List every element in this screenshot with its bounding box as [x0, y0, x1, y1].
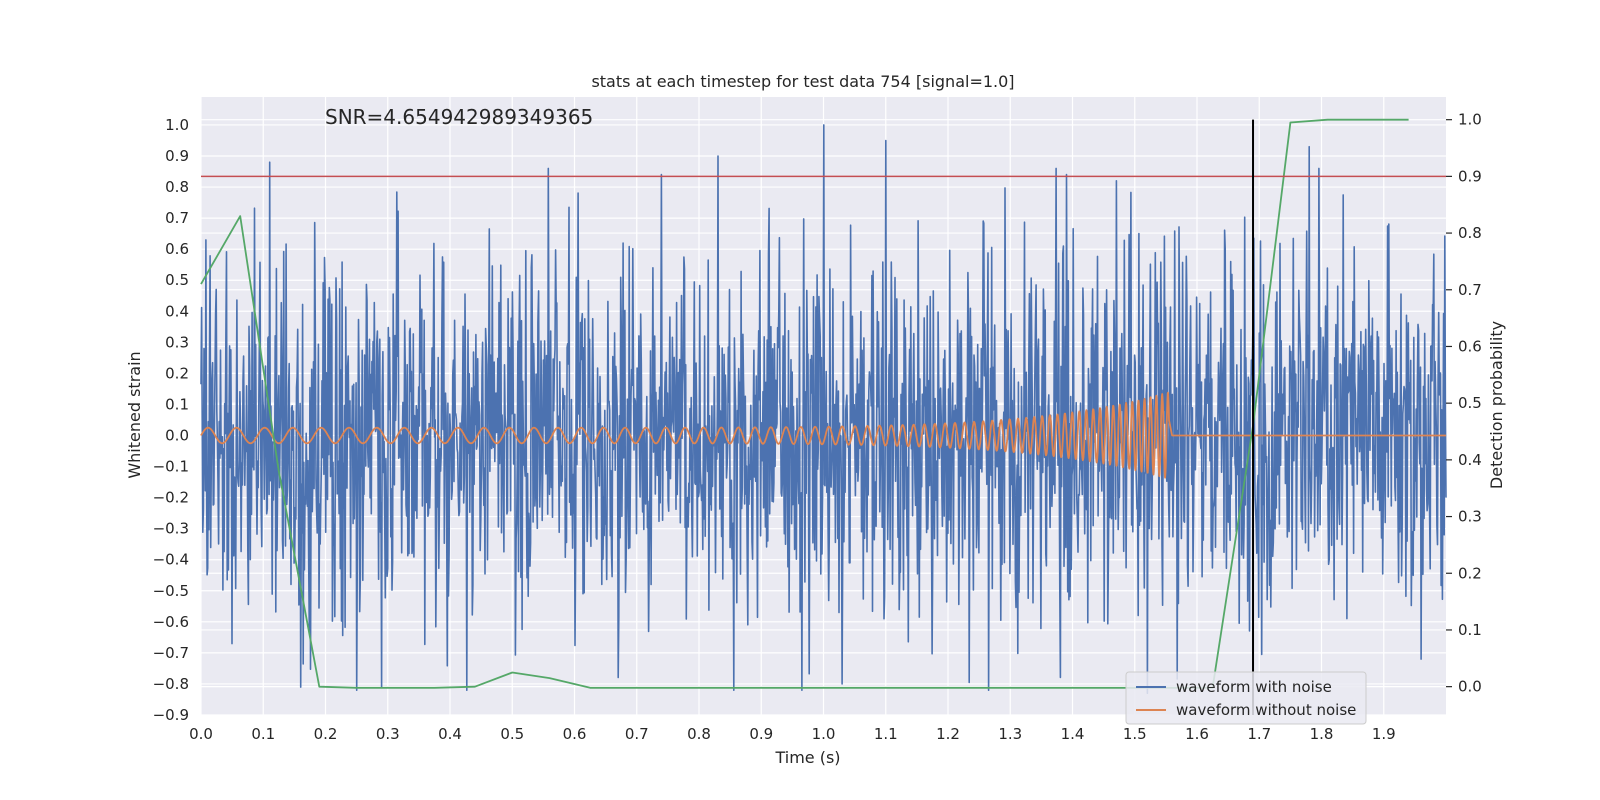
y-right-tick-label: 0.0 — [1458, 678, 1482, 696]
y-left-tick-label: −0.4 — [153, 551, 189, 569]
legend-label-noise: waveform with noise — [1176, 678, 1332, 696]
x-tick-label: 0.7 — [625, 725, 649, 743]
y-left-tick-label: 1.0 — [165, 116, 189, 134]
y-axis-right: 1.0 0.9 0.8 0.7 0.6 0.5 0.4 0.3 0.2 0.1 0.0 — [1446, 111, 1482, 696]
y-right-tick-label: 0.7 — [1458, 281, 1482, 299]
y-left-tick-label: −0.3 — [153, 520, 189, 538]
y-right-tick-label: 0.8 — [1458, 224, 1482, 242]
y-left-tick-label: 0.7 — [165, 209, 189, 227]
y-left-tick-label: −0.6 — [153, 613, 189, 631]
y-axis-right-label: Detection probability — [1487, 321, 1506, 489]
y-right-tick-label: 0.1 — [1458, 621, 1482, 639]
x-tick-label: 0.0 — [189, 725, 213, 743]
x-tick-label: 1.6 — [1185, 725, 1209, 743]
chart-title: stats at each timestep for test data 754… — [591, 72, 1014, 91]
y-left-tick-label: 0.4 — [165, 302, 189, 320]
x-tick-label: 1.7 — [1247, 725, 1271, 743]
y-left-tick-label: −0.1 — [153, 458, 189, 476]
y-left-tick-label: 0.1 — [165, 395, 189, 413]
y-left-tick-label: 0.9 — [165, 147, 189, 165]
legend-box — [1125, 671, 1367, 725]
x-axis: 0.0 0.1 0.2 0.3 0.4 0.5 0.6 0.7 0.8 0.9 1.0 1.1 1.2 1… — [189, 725, 1396, 743]
y-axis-left: 1.0 0.9 0.8 0.7 0.6 0.5 0.4 0.3 0.2 0.1 0.0 −0.1 −0.… — [153, 116, 189, 724]
x-axis-label: Time (s) — [774, 748, 840, 767]
y-left-tick-label: 0.3 — [165, 333, 189, 351]
y-left-tick-label: −0.8 — [153, 675, 189, 693]
x-tick-label: 0.9 — [749, 725, 773, 743]
x-tick-label: 0.1 — [251, 725, 275, 743]
legend: waveform with noise waveform without noi… — [1125, 671, 1367, 725]
x-tick-label: 0.8 — [687, 725, 711, 743]
series-waveform-with-noise — [200, 124, 1447, 695]
y-right-tick-label: 0.6 — [1458, 337, 1482, 355]
x-tick-label: 1.8 — [1310, 725, 1334, 743]
y-left-tick-label: −0.7 — [153, 644, 189, 662]
y-right-tick-label: 0.4 — [1458, 451, 1482, 469]
y-left-tick-label: 0.8 — [165, 178, 189, 196]
legend-label-clean: waveform without noise — [1176, 701, 1356, 719]
y-axis-left-label: Whitened strain — [125, 351, 144, 478]
x-tick-label: 1.5 — [1123, 725, 1147, 743]
y-left-tick-label: 0.2 — [165, 364, 189, 382]
x-tick-label: 0.6 — [563, 725, 587, 743]
y-right-tick-label: 1.0 — [1458, 111, 1482, 129]
y-left-tick-label: −0.2 — [153, 489, 189, 507]
x-tick-label: 1.3 — [998, 725, 1022, 743]
x-tick-label: 1.0 — [812, 725, 836, 743]
x-tick-label: 0.5 — [500, 725, 524, 743]
y-right-tick-label: 0.9 — [1458, 167, 1482, 185]
y-right-tick-label: 0.3 — [1458, 508, 1482, 526]
x-tick-label: 1.9 — [1372, 725, 1396, 743]
y-left-tick-label: 0.5 — [165, 271, 189, 289]
x-tick-label: 0.4 — [438, 725, 462, 743]
series-waveform-without-noise — [200, 391, 1446, 479]
y-right-tick-label: 0.2 — [1458, 564, 1482, 582]
y-left-tick-label: 0.6 — [165, 240, 189, 258]
y-left-tick-label: −0.9 — [153, 706, 189, 724]
snr-annotation: SNR=4.654942989349365 — [325, 105, 593, 129]
x-tick-label: 0.2 — [314, 725, 338, 743]
x-tick-label: 1.4 — [1061, 725, 1085, 743]
x-tick-label: 1.1 — [874, 725, 898, 743]
y-right-tick-label: 0.5 — [1458, 394, 1482, 412]
y-left-tick-label: −0.5 — [153, 582, 189, 600]
x-tick-label: 1.2 — [936, 725, 960, 743]
x-tick-label: 0.3 — [376, 725, 400, 743]
y-left-tick-label: 0.0 — [165, 427, 189, 445]
overlay-layer — [201, 119, 1446, 715]
